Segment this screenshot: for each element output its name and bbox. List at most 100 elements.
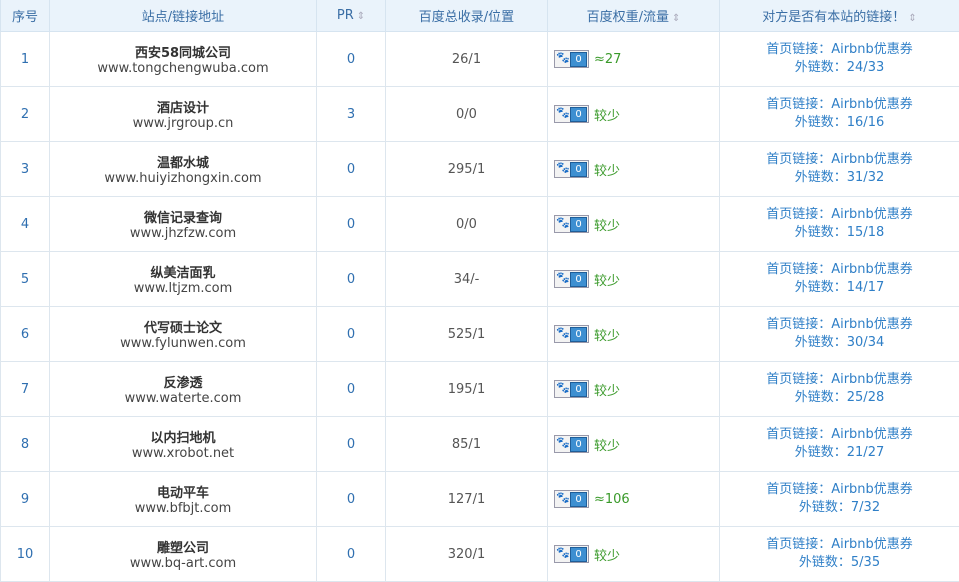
site-url[interactable]: www.jrgroup.cn: [51, 116, 315, 131]
site-url[interactable]: www.bq-art.com: [51, 556, 315, 571]
header-weight-label: 百度权重/流量: [587, 10, 669, 25]
site-name[interactable]: 雕塑公司: [51, 537, 315, 556]
home-link[interactable]: 首页链接：Airbnb优惠券: [721, 316, 958, 334]
index-value: 525/1: [386, 307, 548, 362]
home-link[interactable]: 首页链接：Airbnb优惠券: [721, 41, 958, 59]
row-index: 6: [1, 307, 50, 362]
header-pr[interactable]: PR⇕: [317, 0, 386, 32]
home-link[interactable]: 首页链接：Airbnb优惠券: [721, 536, 958, 554]
site-url[interactable]: www.waterte.com: [51, 391, 315, 406]
baidu-paw-icon: 🐾: [556, 51, 570, 64]
home-link[interactable]: 首页链接：Airbnb优惠券: [721, 261, 958, 279]
sort-icon[interactable]: ⇕: [357, 11, 365, 22]
site-url[interactable]: www.ltjzm.com: [51, 281, 315, 296]
site-url[interactable]: www.fylunwen.com: [51, 336, 315, 351]
baidu-paw-icon: 🐾: [556, 271, 570, 284]
baidu-weight-badge[interactable]: 🐾0: [554, 215, 589, 233]
pr-value: 0: [317, 142, 386, 197]
site-name[interactable]: 温都水城: [51, 152, 315, 171]
weight-value: 0: [570, 382, 587, 397]
backlink-cell: 首页链接：Airbnb优惠券外链数：24/33: [720, 32, 959, 87]
baidu-weight-badge[interactable]: 🐾0: [554, 325, 589, 343]
backlink-cell: 首页链接：Airbnb优惠券外链数：16/16: [720, 87, 959, 142]
home-link[interactable]: 首页链接：Airbnb优惠券: [721, 206, 958, 224]
baidu-paw-icon: 🐾: [556, 216, 570, 229]
site-name[interactable]: 酒店设计: [51, 97, 315, 116]
sort-icon[interactable]: ⇕: [908, 13, 916, 24]
pr-value: 0: [317, 197, 386, 252]
site-url[interactable]: www.jhzfzw.com: [51, 226, 315, 241]
row-index: 8: [1, 417, 50, 472]
row-index: 3: [1, 142, 50, 197]
weight-value: 0: [570, 217, 587, 232]
index-value: 195/1: [386, 362, 548, 417]
weight-value: 0: [570, 492, 587, 507]
index-value: 127/1: [386, 472, 548, 527]
outlink-count: 外链数：24/33: [721, 59, 958, 77]
index-value: 0/0: [386, 197, 548, 252]
baidu-weight-badge[interactable]: 🐾0: [554, 270, 589, 288]
header-backlink-label: 对方是否有本站的链接！: [762, 10, 905, 25]
header-index-count: 百度总收录/位置: [386, 0, 548, 32]
header-weight[interactable]: 百度权重/流量⇕: [548, 0, 720, 32]
site-name[interactable]: 西安58同城公司: [51, 42, 315, 61]
outlink-count: 外链数：7/32: [721, 499, 958, 517]
site-name[interactable]: 代写硕士论文: [51, 317, 315, 336]
site-name[interactable]: 微信记录查询: [51, 207, 315, 226]
home-link[interactable]: 首页链接：Airbnb优惠券: [721, 151, 958, 169]
outlink-count: 外链数：5/35: [721, 554, 958, 572]
site-name[interactable]: 以内扫地机: [51, 427, 315, 446]
site-name[interactable]: 纵美洁面乳: [51, 262, 315, 281]
site-url[interactable]: www.bfbjt.com: [51, 501, 315, 516]
header-backlink[interactable]: 对方是否有本站的链接！⇕: [720, 0, 959, 32]
site-url[interactable]: www.xrobot.net: [51, 446, 315, 461]
site-url[interactable]: www.huiyizhongxin.com: [51, 171, 315, 186]
baidu-weight-badge[interactable]: 🐾0: [554, 490, 589, 508]
traffic-value: 较少: [594, 274, 620, 289]
home-link[interactable]: 首页链接：Airbnb优惠券: [721, 426, 958, 444]
row-index: 1: [1, 32, 50, 87]
index-value: 85/1: [386, 417, 548, 472]
index-value: 295/1: [386, 142, 548, 197]
baidu-weight-badge[interactable]: 🐾0: [554, 435, 589, 453]
baidu-weight-badge[interactable]: 🐾0: [554, 380, 589, 398]
site-name[interactable]: 反渗透: [51, 372, 315, 391]
baidu-paw-icon: 🐾: [556, 381, 570, 394]
site-url[interactable]: www.tongchengwuba.com: [51, 61, 315, 76]
baidu-weight-badge[interactable]: 🐾0: [554, 105, 589, 123]
weight-value: 0: [570, 327, 587, 342]
baidu-weight-badge[interactable]: 🐾0: [554, 50, 589, 68]
home-link[interactable]: 首页链接：Airbnb优惠券: [721, 96, 958, 114]
weight-cell: 🐾0≈106: [548, 472, 720, 527]
row-index: 10: [1, 527, 50, 582]
home-link[interactable]: 首页链接：Airbnb优惠券: [721, 371, 958, 389]
site-name[interactable]: 电动平车: [51, 482, 315, 501]
sort-icon[interactable]: ⇕: [672, 13, 680, 24]
baidu-weight-badge[interactable]: 🐾0: [554, 545, 589, 563]
home-link[interactable]: 首页链接：Airbnb优惠券: [721, 481, 958, 499]
baidu-weight-badge[interactable]: 🐾0: [554, 160, 589, 178]
weight-cell: 🐾0 较少: [548, 252, 720, 307]
